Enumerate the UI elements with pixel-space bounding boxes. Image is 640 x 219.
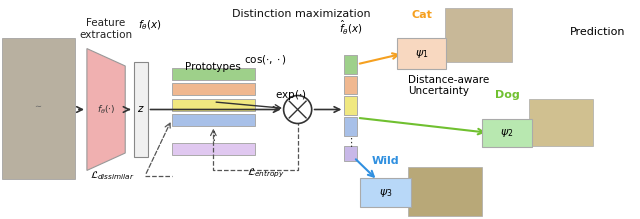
Bar xyxy=(529,99,593,147)
Bar xyxy=(344,76,357,94)
Bar xyxy=(2,38,76,179)
Text: $\sim$: $\sim$ xyxy=(33,101,44,110)
Text: $\cos(\cdot, \cdot)$: $\cos(\cdot, \cdot)$ xyxy=(244,53,287,66)
Text: $\exp(\cdot)$: $\exp(\cdot)$ xyxy=(275,88,307,102)
Bar xyxy=(172,114,255,126)
Text: $\psi_3$: $\psi_3$ xyxy=(379,187,392,199)
Text: $\hat{f}_\theta(x)$: $\hat{f}_\theta(x)$ xyxy=(339,18,362,36)
Text: $\psi_1$: $\psi_1$ xyxy=(415,48,428,60)
Text: ⋮: ⋮ xyxy=(207,130,220,143)
Text: Wild: Wild xyxy=(372,156,399,166)
Bar xyxy=(344,147,357,161)
Text: $f_\theta(\cdot)$: $f_\theta(\cdot)$ xyxy=(97,103,115,116)
Bar xyxy=(445,8,511,62)
Bar xyxy=(172,68,255,80)
Text: ⋮: ⋮ xyxy=(345,138,356,148)
Text: Distinction maximization: Distinction maximization xyxy=(232,9,370,19)
Text: Cat: Cat xyxy=(411,11,432,21)
Bar xyxy=(172,99,255,111)
Text: Feature
extraction: Feature extraction xyxy=(79,18,132,40)
FancyBboxPatch shape xyxy=(397,38,447,69)
FancyBboxPatch shape xyxy=(360,178,412,207)
Bar xyxy=(344,55,357,74)
Text: Prototypes: Prototypes xyxy=(186,62,241,72)
Bar xyxy=(344,117,357,136)
Bar xyxy=(408,167,481,216)
Polygon shape xyxy=(87,49,125,170)
Text: $\psi_2$: $\psi_2$ xyxy=(500,127,514,139)
Bar xyxy=(344,96,357,115)
FancyBboxPatch shape xyxy=(482,119,532,147)
Text: Distance-aware
Uncertainty: Distance-aware Uncertainty xyxy=(408,75,490,96)
Text: Prediction: Prediction xyxy=(570,27,625,37)
Bar xyxy=(172,143,255,155)
Bar xyxy=(134,62,148,157)
Bar xyxy=(172,83,255,95)
Text: $\mathcal{L}_{dissimilar}$: $\mathcal{L}_{dissimilar}$ xyxy=(90,170,134,182)
Text: $f_\theta(x)$: $f_\theta(x)$ xyxy=(138,18,161,32)
Ellipse shape xyxy=(284,95,312,124)
Text: $\mathcal{L}_{entropy}$: $\mathcal{L}_{entropy}$ xyxy=(247,167,285,180)
Text: Dog: Dog xyxy=(495,90,520,100)
Text: $z$: $z$ xyxy=(137,104,145,115)
